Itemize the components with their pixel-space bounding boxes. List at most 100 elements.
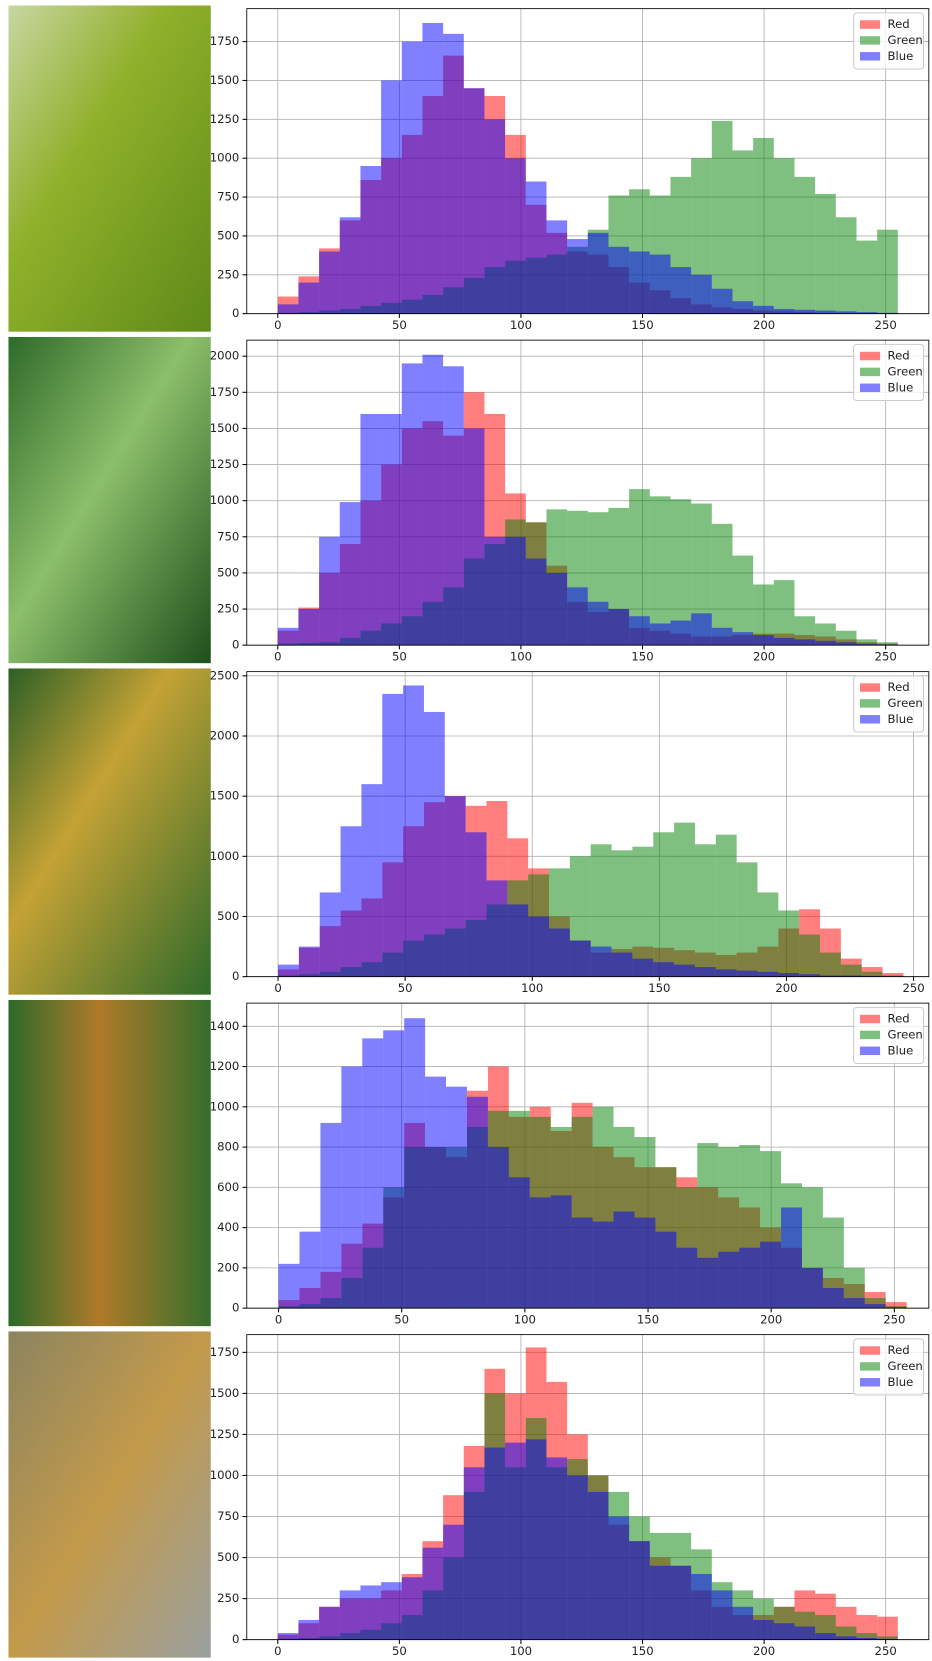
histogram-bar	[753, 306, 774, 314]
histogram-bar	[836, 217, 857, 313]
legend-label: Blue	[888, 1375, 914, 1389]
y-tick-label: 1500	[210, 73, 240, 87]
histogram-bar	[278, 628, 299, 645]
histogram-bar	[815, 641, 836, 645]
histogram-bar	[823, 1288, 844, 1308]
x-tick-label: 250	[902, 981, 924, 995]
histogram-bar	[298, 283, 319, 314]
histogram-bar	[340, 502, 361, 645]
histogram-bar	[757, 972, 778, 977]
histogram-bar	[877, 230, 898, 314]
histogram-bar	[526, 182, 547, 314]
histogram-bar	[695, 967, 716, 977]
histogram-bar	[778, 973, 799, 977]
y-tick-label: 500	[217, 909, 239, 923]
histogram-bar	[674, 965, 695, 977]
x-tick-label: 200	[753, 1644, 775, 1658]
x-tick-label: 50	[398, 981, 413, 995]
histogram-bar	[732, 556, 753, 646]
histogram-bar	[466, 832, 487, 976]
histogram-bar	[383, 1030, 404, 1308]
histogram-bar	[340, 217, 361, 313]
histogram-bar	[815, 194, 836, 314]
histogram-bar	[424, 712, 445, 977]
legend-swatch	[860, 699, 880, 707]
histogram-bar	[794, 1627, 815, 1640]
legend-label: Blue	[888, 1043, 914, 1057]
y-tick-label: 1500	[210, 421, 240, 435]
histogram-bar	[632, 847, 653, 977]
legend-swatch	[860, 1362, 880, 1370]
histogram-bar	[650, 623, 671, 645]
histogram-bar	[815, 1633, 836, 1640]
histogram-bar	[712, 628, 733, 645]
histogram-bar	[774, 638, 795, 645]
histogram-bar	[632, 959, 653, 977]
histogram-bar	[443, 1525, 464, 1640]
histogram-bar	[319, 537, 340, 645]
histogram-bar	[650, 496, 671, 645]
histogram-bar	[381, 1582, 402, 1639]
histogram-bar	[526, 558, 547, 645]
histogram-bar	[608, 247, 629, 314]
histogram-bar	[629, 251, 650, 313]
histogram-bar	[505, 1443, 526, 1640]
x-tick-label: 250	[875, 649, 897, 663]
histogram-bar	[757, 892, 778, 976]
y-tick-label: 0	[232, 1301, 239, 1315]
legend-label: Green	[888, 364, 923, 378]
figure: 0501001502002500250500750100012501500175…	[0, 0, 932, 1661]
histogram-bar	[674, 823, 695, 977]
legend-label: Red	[888, 17, 910, 31]
histogram-bar	[799, 935, 820, 977]
legend-swatch	[860, 368, 880, 376]
histogram-bar	[298, 609, 319, 645]
histogram-bar	[794, 177, 815, 314]
histogram-bar	[404, 1018, 425, 1308]
y-tick-label: 2000	[210, 729, 240, 743]
histogram-bar	[653, 832, 674, 976]
histogram-bar	[507, 904, 528, 976]
legend-swatch	[860, 1346, 880, 1354]
histogram-bar	[360, 1585, 381, 1639]
legend-label: Green	[888, 696, 923, 710]
histogram-bar	[718, 1252, 739, 1308]
histogram-bar	[691, 613, 712, 645]
histogram-bar	[467, 1097, 488, 1308]
x-tick-label: 50	[392, 1644, 407, 1658]
x-tick-label: 50	[392, 318, 407, 332]
histogram-bar	[712, 524, 733, 645]
histogram-bar	[549, 929, 570, 977]
y-tick-label: 0	[232, 638, 239, 652]
legend-label: Red	[888, 1012, 910, 1026]
histogram-bar	[634, 1218, 655, 1309]
y-tick-label: 750	[217, 529, 239, 543]
legend-swatch	[860, 20, 880, 28]
x-tick-label: 0	[274, 649, 281, 663]
histogram-bar	[488, 1147, 509, 1308]
y-tick-label: 2000	[210, 349, 240, 363]
y-tick-label: 1500	[210, 1386, 240, 1400]
y-tick-label: 2500	[210, 668, 240, 682]
x-tick-label: 200	[775, 981, 797, 995]
histogram-bar	[676, 1248, 697, 1308]
histogram-bar	[546, 1457, 567, 1639]
histogram-bar	[614, 1212, 635, 1309]
histogram-bar	[712, 289, 733, 314]
histogram-bar	[862, 972, 883, 977]
histogram-bar	[279, 1264, 300, 1308]
histogram-bar	[446, 1087, 467, 1308]
histogram-bar	[716, 969, 737, 976]
histogram-bar	[774, 1623, 795, 1639]
histogram-bar	[422, 23, 443, 314]
histogram-bar	[464, 428, 485, 645]
histogram-bar	[712, 1590, 733, 1639]
histogram-bar	[737, 971, 758, 977]
histogram-bar	[695, 844, 716, 976]
histogram-bar	[655, 1232, 676, 1309]
histogram-bar	[422, 355, 443, 645]
histogram-bar	[530, 1197, 551, 1308]
histogram-bar	[588, 602, 609, 645]
histogram-bar	[865, 1304, 886, 1308]
histogram-bar	[402, 1577, 423, 1639]
